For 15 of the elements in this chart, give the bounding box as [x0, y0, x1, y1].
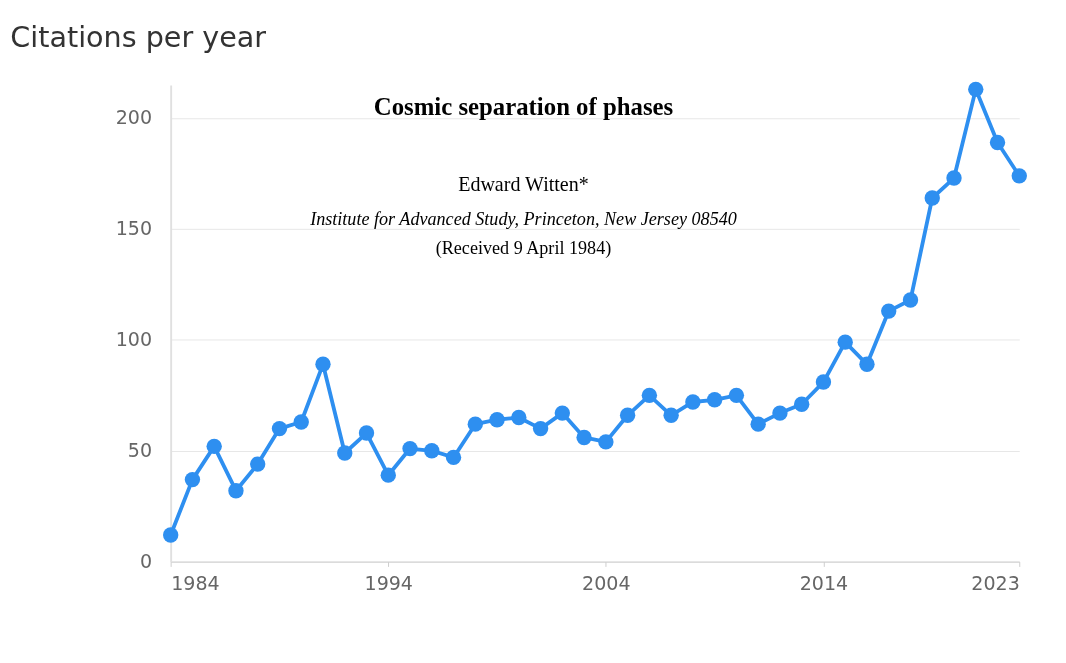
y-tick-label: 200 — [115, 106, 153, 129]
annotation: (Received 9 April 1984) — [435, 237, 612, 259]
x-tick-label: 2004 — [582, 571, 631, 594]
annotation: Institute for Advanced Study, Princeton, New Jersey 08540 — [309, 209, 737, 230]
annotation: Cosmic separation of phases — [373, 93, 674, 121]
x-tick-label: 2023 — [971, 571, 1020, 594]
y-tick-label: 50 — [127, 438, 153, 461]
y-tick-label: 0 — [139, 549, 153, 572]
x-tick-label: 1984 — [171, 571, 220, 594]
x-tick-label: 2014 — [799, 571, 849, 594]
annotation: Edward Witten* — [458, 172, 589, 195]
y-tick-label: 150 — [115, 217, 153, 240]
x-tick-label: 1994 — [364, 571, 413, 594]
chart-title: Citations per year — [10, 20, 267, 55]
y-tick-label: 100 — [115, 328, 153, 351]
